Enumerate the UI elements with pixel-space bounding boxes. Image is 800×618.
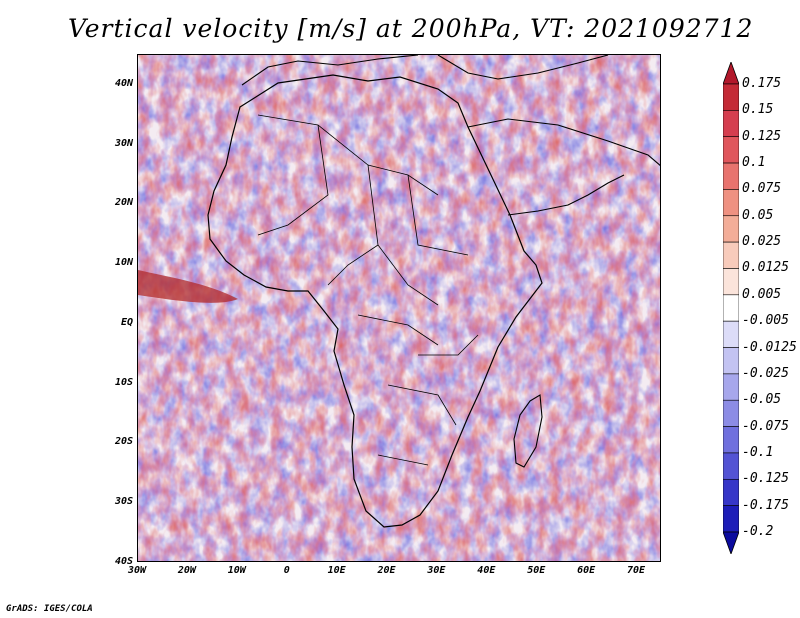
updraft-band <box>138 270 238 303</box>
colorbar-label: 0.075 <box>742 181 782 197</box>
lon-tick-label: 40E <box>477 565 496 576</box>
lon-tick-label: 0 <box>283 565 290 576</box>
colorbar <box>723 62 739 554</box>
europe-coastline <box>241 55 609 86</box>
colorbar-label: -0.025 <box>742 365 789 381</box>
colorbar-segment <box>723 162 739 190</box>
colorbar-segment <box>723 215 739 243</box>
colorbar-label: -0.125 <box>742 471 789 487</box>
colorbar-label: 0.025 <box>742 234 782 250</box>
colorbar-label: -0.05 <box>742 392 782 408</box>
colorbar-segment <box>723 478 739 506</box>
colorbar-segment <box>723 373 739 401</box>
colorbar-label: -0.175 <box>742 497 789 513</box>
colorbar-label: 0.125 <box>742 128 782 144</box>
colorbar-segment <box>723 320 739 348</box>
colorbar-label: -0.2 <box>742 524 774 539</box>
colorbar-segment <box>723 452 739 480</box>
colorbar-max-triangle <box>723 62 739 85</box>
lon-tick-label: 50E <box>527 565 546 576</box>
colorbar-segment <box>723 505 739 533</box>
lon-tick-label: 30E <box>427 565 446 576</box>
lon-tick-label: 60E <box>577 565 596 576</box>
lon-tick-label: 10E <box>327 565 346 576</box>
colorbar-segment <box>723 83 739 111</box>
colorbar-label: 0.05 <box>742 207 774 223</box>
colorbar-label: -0.005 <box>742 313 789 329</box>
africa-coastline <box>207 74 543 528</box>
colorbar-label: 0.175 <box>742 76 782 91</box>
lat-tick-label: 10S <box>114 376 133 388</box>
velocity-texture <box>138 55 660 561</box>
colorbar-segment <box>723 426 739 454</box>
lat-tick-label: 40N <box>114 77 133 89</box>
map-panel <box>137 54 661 562</box>
lon-tick-label: 10W <box>227 565 246 576</box>
map-title: Vertical velocity [m/s] at 200hPa, VT: 2… <box>68 14 754 43</box>
lat-tick-label: EQ <box>120 316 133 328</box>
colorbar-segment <box>723 294 739 322</box>
colorbar-segment <box>723 189 739 217</box>
colorbar-segment <box>723 399 739 427</box>
lon-tick-label: 20W <box>177 565 196 576</box>
colorbar-label: 0.1 <box>742 155 766 171</box>
colorbar-min-triangle <box>723 531 739 554</box>
colorbar-label: 0.15 <box>742 102 774 118</box>
arabia-outline <box>467 118 660 216</box>
colorbar-segment <box>723 347 739 375</box>
colorbar-segment <box>723 241 739 269</box>
colorbar-label: -0.0125 <box>742 339 797 355</box>
colorbar-label: 0.005 <box>742 286 782 302</box>
lat-tick-label: 30N <box>114 137 133 149</box>
lat-tick-label: 10N <box>114 257 133 269</box>
lat-tick-label: 30S <box>114 496 133 508</box>
colorbar-label: 0.0125 <box>742 260 789 276</box>
country-borders <box>257 114 479 466</box>
velocity-field-map <box>138 55 660 561</box>
colorbar-label: -0.075 <box>742 418 789 434</box>
colorbar-segment <box>723 268 739 296</box>
madagascar-outline <box>513 394 543 468</box>
colorbar-segment <box>723 136 739 164</box>
colorbar-segment <box>723 110 739 138</box>
lon-tick-label: 30W <box>127 565 147 576</box>
lat-tick-label: 20S <box>114 436 133 448</box>
lat-tick-label: 20N <box>114 197 133 209</box>
lon-tick-label: 20E <box>377 565 396 576</box>
lat-tick-label: 40S <box>114 556 133 567</box>
colorbar-label: -0.1 <box>742 444 774 460</box>
credit-footer: GrADS: IGES/COLA <box>6 604 93 614</box>
lon-tick-label: 70E <box>627 565 646 576</box>
